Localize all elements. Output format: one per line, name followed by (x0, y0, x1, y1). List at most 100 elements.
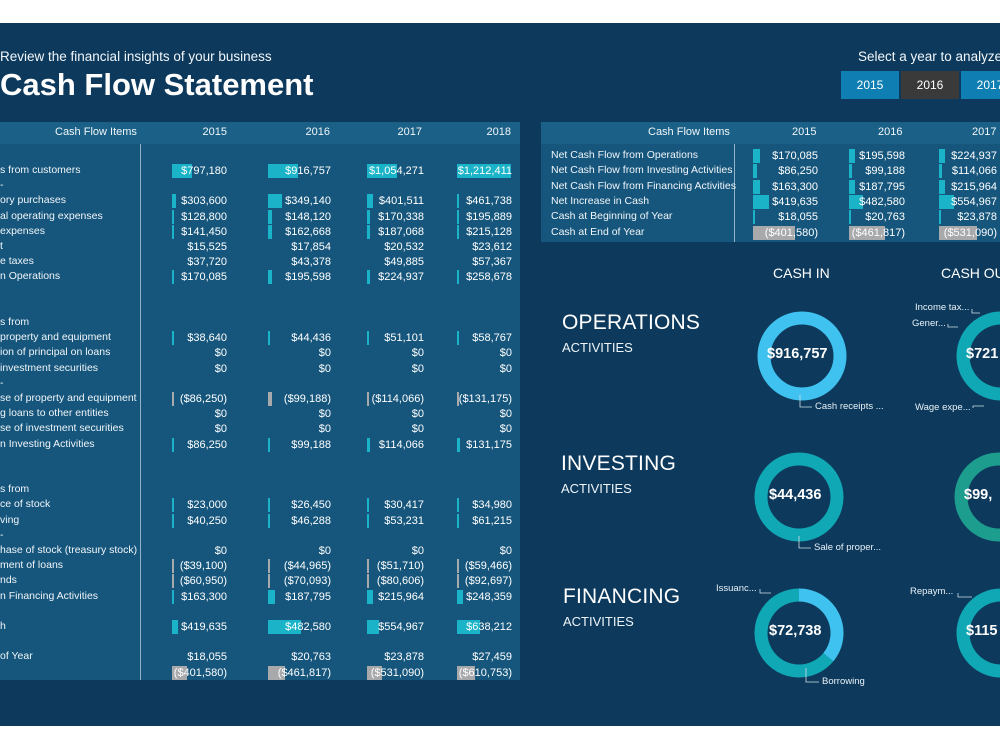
cell-value: $187,795 (285, 590, 331, 603)
data-bar (172, 194, 176, 209)
table-cell: $258,678 (457, 270, 512, 285)
cell-value: $0 (214, 408, 227, 421)
cell-value: $162,668 (285, 225, 331, 238)
row-label: ion of principal on loans (0, 346, 111, 359)
cell-value: ($60,950) (179, 575, 227, 588)
table-cell: $916,757 (268, 164, 331, 178)
cell-value: ($44,965) (283, 560, 331, 573)
cell-value: $86,250 (778, 165, 818, 178)
cell-value: $195,598 (859, 150, 905, 162)
data-bar (457, 392, 459, 406)
table-cell: ($51,710) (367, 559, 424, 574)
data-bar (172, 209, 174, 224)
table-cell: ($531,090) (939, 225, 997, 240)
cell-value: ($70,093) (283, 575, 331, 588)
data-bar (457, 665, 475, 680)
table-cell: $401,511 (367, 194, 424, 209)
table-cell: $0 (367, 362, 424, 376)
cell-value: $215,128 (466, 225, 512, 238)
data-bar (753, 210, 755, 225)
cell-value: $0 (411, 362, 424, 375)
data-bar (367, 513, 369, 528)
header-2018: 2018 (486, 126, 511, 138)
row-label: - (0, 528, 4, 541)
donut-segment[interactable] (754, 588, 834, 678)
table-cell: $0 (457, 422, 512, 436)
data-bar (367, 665, 382, 680)
cell-value: $195,889 (466, 210, 512, 223)
table-cell: $53,231 (367, 513, 424, 528)
cash-in-heading: CASH IN (773, 265, 830, 281)
financing-subtitle: ACTIVITIES (563, 614, 634, 629)
table-cell: $0 (457, 362, 512, 376)
data-bar (268, 574, 270, 589)
donut-callout-label: Wage expe... (915, 402, 971, 413)
table-cell: $23,000 (172, 498, 227, 513)
table-cell: $349,140 (268, 194, 331, 209)
year-button-2017[interactable]: 2017 (961, 71, 1000, 99)
row-label: Net Cash Flow from Investing Activities (551, 164, 733, 177)
data-bar (268, 392, 272, 406)
data-bar (172, 513, 174, 528)
cell-value: $916,757 (285, 165, 331, 177)
donut-value: $99, (964, 487, 993, 503)
cell-value: $0 (499, 423, 512, 436)
cell-value: $187,795 (859, 180, 905, 193)
year-button-2016[interactable]: 2016 (901, 71, 959, 99)
table-cell: $18,055 (172, 650, 227, 664)
donut-segment[interactable] (757, 311, 847, 401)
callout-line (759, 589, 771, 594)
cell-value: $23,878 (384, 651, 424, 664)
table-cell: $163,300 (172, 589, 227, 604)
table-cell: $44,436 (268, 331, 331, 346)
donut-value: $72,738 (769, 623, 822, 639)
cell-value: ($114,066) (371, 393, 424, 405)
header-cash-flow-items: Cash Flow Items (648, 126, 730, 138)
table-cell: $163,300 (753, 179, 818, 194)
table-cell: $170,338 (367, 209, 424, 224)
donut-segment[interactable] (954, 452, 1000, 542)
donut-callout-label: Income tax... (915, 302, 970, 313)
cell-value: $18,055 (778, 211, 818, 224)
callout-line (957, 593, 972, 598)
table-cell: ($59,466) (457, 559, 512, 574)
cell-value: $638,212 (466, 621, 512, 633)
table-cell: $114,066 (367, 437, 424, 452)
table-cell: $195,598 (268, 270, 331, 285)
cell-value: $141,450 (181, 225, 227, 238)
page-subtitle: Review the financial insights of your bu… (0, 49, 272, 64)
data-bar (172, 224, 174, 239)
year-select-label: Select a year to analyze (858, 49, 1000, 64)
table-cell: $86,250 (753, 164, 818, 179)
donut-segment[interactable] (956, 311, 1000, 401)
data-bar (753, 194, 769, 209)
operations-title: OPERATIONS (562, 311, 701, 334)
data-bar (367, 164, 397, 178)
data-bar (268, 270, 272, 285)
table-cell: ($80,606) (367, 574, 424, 589)
row-label: Cash at Beginning of Year (551, 210, 673, 223)
table-cell: $215,964 (367, 589, 424, 604)
table-cell: $141,450 (172, 224, 227, 239)
data-bar (753, 179, 760, 194)
row-label: n Operations (0, 270, 61, 283)
cell-value: $224,937 (378, 271, 424, 284)
donut-callout-label: Sale of proper... (814, 542, 882, 553)
cell-value: $0 (214, 423, 227, 436)
table-cell: $187,068 (367, 224, 424, 239)
data-bar (849, 179, 855, 194)
table-cell: $0 (367, 422, 424, 436)
donut-segment[interactable] (956, 588, 1000, 678)
data-bar (457, 331, 459, 346)
cell-value: $224,937 (951, 150, 997, 162)
donut-charts (754, 309, 1000, 683)
row-label: g loans to other entities (0, 407, 109, 420)
data-bar (268, 559, 270, 574)
cell-value: $43,378 (291, 256, 331, 269)
donut-segment[interactable] (754, 452, 844, 542)
row-label: - (0, 179, 4, 192)
cell-value: $0 (318, 423, 331, 436)
data-bar (268, 498, 270, 513)
year-button-2015[interactable]: 2015 (841, 71, 899, 99)
donut-segment[interactable] (798, 588, 844, 662)
